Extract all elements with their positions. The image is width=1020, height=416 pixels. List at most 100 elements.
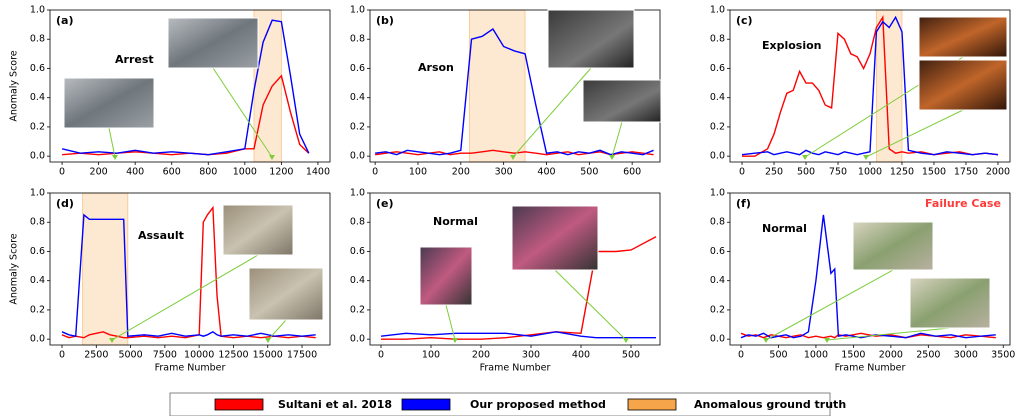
arrow-head	[802, 155, 808, 160]
thumbnail	[512, 206, 598, 270]
panel-label: (e)	[376, 197, 394, 210]
legend-swatch	[628, 399, 676, 410]
legend-swatch	[402, 399, 450, 410]
ground-truth-band	[469, 10, 525, 162]
panel: 0.00.20.40.60.81.00100200300400500(e)Nor…	[350, 188, 660, 374]
ground-truth-band	[83, 193, 128, 345]
thumbnail	[548, 10, 634, 68]
y-tick-label: 0.4	[350, 92, 365, 103]
pointer-arrow	[112, 255, 258, 340]
x-tick-label: 100	[422, 350, 440, 361]
y-tick-label: 0.8	[710, 34, 725, 45]
x-tick-label: 1400	[306, 167, 330, 178]
y-tick-label: 0.2	[350, 121, 365, 132]
y-tick-label: 0.4	[30, 275, 45, 286]
thumbnail	[910, 278, 990, 328]
x-tick-label: 500	[622, 350, 640, 361]
y-tick-label: 0.8	[30, 217, 45, 228]
y-tick-label: 0.8	[350, 217, 365, 228]
x-tick-label: 1200	[269, 167, 293, 178]
x-tick-label: 5000	[118, 350, 142, 361]
y-tick-label: 0.8	[350, 34, 365, 45]
y-tick-label: 0.4	[350, 275, 365, 286]
x-tick-label: 12500	[218, 350, 248, 361]
y-tick-label: 0.0	[710, 151, 725, 162]
x-tick-label: 3000	[954, 350, 978, 361]
panel: 0.00.20.40.60.81.00200400600800100012001…	[9, 5, 331, 178]
x-axis-label: Frame Number	[480, 363, 551, 374]
x-axis-label: Frame Number	[835, 363, 906, 374]
y-tick-label: 0.2	[30, 304, 45, 315]
panel-label: (b)	[376, 14, 394, 27]
x-tick-label: 800	[199, 167, 217, 178]
legend: Sultani et al. 2018 Our proposed method …	[170, 393, 846, 416]
x-tick-label: 100	[409, 167, 427, 178]
x-tick-label: 200	[90, 167, 108, 178]
arrow-head	[265, 338, 271, 343]
x-tick-label: 600	[163, 167, 181, 178]
y-tick-label: 0.0	[30, 334, 45, 345]
legend-label: Anomalous ground truth	[694, 398, 846, 411]
x-tick-label: 400	[126, 167, 144, 178]
x-tick-label: 0	[59, 167, 65, 178]
x-tick-label: 500	[797, 167, 815, 178]
x-tick-label: 10000	[184, 350, 214, 361]
x-tick-label: 0	[372, 167, 378, 178]
y-tick-label: 0.4	[30, 92, 45, 103]
legend-swatch	[215, 399, 263, 410]
y-tick-label: 0.4	[710, 92, 725, 103]
x-tick-label: 1250	[890, 167, 914, 178]
y-tick-label: 0.2	[350, 304, 365, 315]
x-tick-label: 1000	[804, 350, 828, 361]
thumbnail	[420, 247, 472, 305]
y-tick-label: 0.6	[710, 246, 725, 257]
y-tick-label: 1.0	[30, 5, 45, 16]
pointer-arrow	[446, 305, 455, 340]
thumbnail	[853, 222, 933, 270]
x-tick-label: 2500	[916, 350, 940, 361]
y-tick-label: 0.8	[30, 34, 45, 45]
x-tick-label: 400	[572, 350, 590, 361]
arrow-head	[863, 155, 869, 160]
annotation: Arson	[418, 61, 454, 74]
x-tick-label: 600	[623, 167, 641, 178]
pointer-arrow	[827, 328, 950, 340]
thumbnail	[919, 17, 1007, 57]
x-tick-label: 1750	[954, 167, 978, 178]
x-tick-label: 1000	[233, 167, 257, 178]
x-tick-label: 3500	[991, 350, 1015, 361]
x-axis-label: Frame Number	[155, 363, 226, 374]
thumbnail	[249, 268, 323, 320]
panel-label: (d)	[56, 197, 74, 210]
x-tick-label: 1500	[841, 350, 865, 361]
x-tick-label: 200	[452, 167, 470, 178]
x-tick-label: 7500	[153, 350, 177, 361]
pointer-arrow	[766, 270, 893, 340]
x-tick-label: 400	[537, 167, 555, 178]
thumbnail	[64, 78, 154, 128]
y-tick-label: 0.2	[710, 121, 725, 132]
arrow-head	[824, 338, 830, 343]
x-tick-label: 1000	[858, 167, 882, 178]
note: Failure Case	[925, 197, 1001, 210]
arrow-head	[112, 155, 118, 160]
x-tick-label: 300	[495, 167, 513, 178]
y-tick-label: 1.0	[710, 188, 725, 199]
y-tick-label: 1.0	[350, 188, 365, 199]
thumbnail	[919, 60, 1007, 110]
x-tick-label: 0	[738, 350, 744, 361]
y-tick-label: 0.0	[350, 151, 365, 162]
annotation: Explosion	[762, 39, 822, 52]
figure: 0.00.20.40.60.81.00200400600800100012001…	[0, 0, 1020, 416]
x-tick-label: 1500	[922, 167, 946, 178]
y-axis-label: Anomaly Score	[9, 233, 20, 304]
arrow-head	[609, 155, 615, 160]
arrow-head	[452, 338, 458, 343]
y-tick-label: 0.6	[350, 63, 365, 74]
annotation: Assault	[138, 229, 184, 242]
thumbnail	[583, 80, 661, 122]
x-tick-label: 0	[739, 167, 745, 178]
x-tick-label: 200	[472, 350, 490, 361]
